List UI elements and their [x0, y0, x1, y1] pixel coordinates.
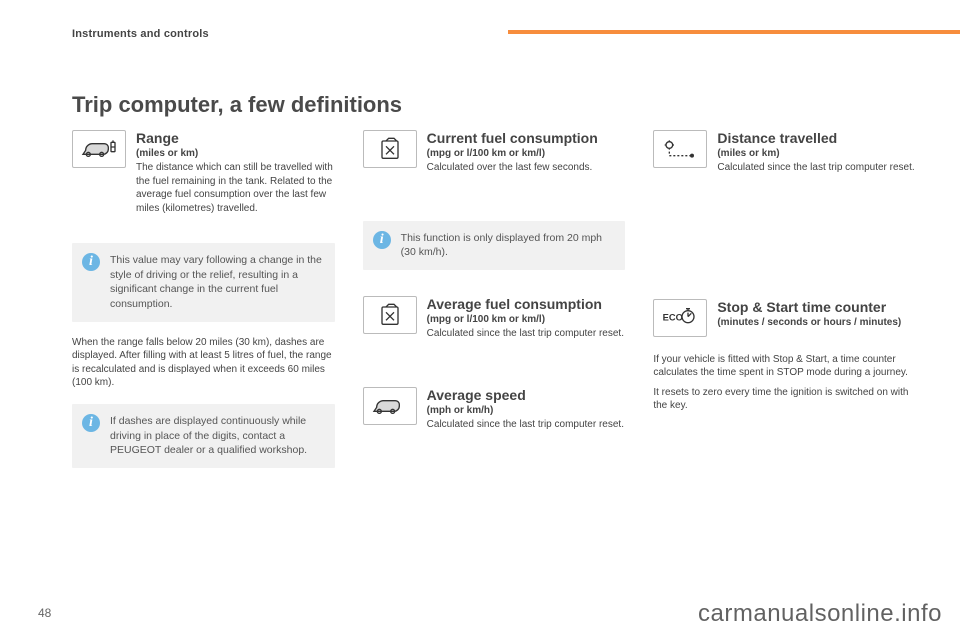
block-avg-fuel: Average fuel consumption (mpg or l/100 k…	[363, 296, 626, 341]
block-range: Range (miles or km) The distance which c…	[72, 130, 335, 215]
avg-speed-title: Average speed	[427, 387, 626, 403]
accent-bar	[508, 30, 960, 34]
current-fuel-unit: (mpg or l/100 km or km/l)	[427, 148, 626, 159]
stop-start-desc2: It resets to zero every time the ignitio…	[653, 386, 916, 413]
column-2: Current fuel consumption (mpg or l/100 k…	[363, 130, 626, 600]
column-1: Range (miles or km) The distance which c…	[72, 130, 335, 600]
block-distance: Distance travelled (miles or km) Calcula…	[653, 130, 916, 175]
avg-speed-unit: (mph or km/h)	[427, 405, 626, 416]
distance-title: Distance travelled	[717, 130, 916, 146]
info-speed-threshold-text: This function is only displayed from 20 …	[401, 231, 614, 260]
avg-speed-desc: Calculated since the last trip computer …	[427, 418, 626, 432]
page-title: Trip computer, a few definitions	[72, 92, 402, 118]
section-header: Instruments and controls	[72, 28, 209, 40]
info-icon: i	[82, 253, 100, 271]
range-title: Range	[136, 130, 335, 146]
page: Instruments and controls Trip computer, …	[0, 0, 960, 640]
range-icon	[72, 130, 126, 168]
avg-speed-icon	[363, 387, 417, 425]
distance-unit: (miles or km)	[717, 148, 916, 159]
range-body: Range (miles or km) The distance which c…	[136, 130, 335, 215]
eco-icon: ECO	[653, 299, 707, 337]
range-desc: The distance which can still be travelle…	[136, 161, 335, 215]
current-fuel-body: Current fuel consumption (mpg or l/100 k…	[427, 130, 626, 175]
range-unit: (miles or km)	[136, 148, 335, 159]
info-dashes: i If dashes are displayed continuously w…	[72, 404, 335, 468]
avg-fuel-title: Average fuel consumption	[427, 296, 626, 312]
stop-start-desc1: If your vehicle is fitted with Stop & St…	[653, 353, 916, 380]
block-avg-speed: Average speed (mph or km/h) Calculated s…	[363, 387, 626, 432]
avg-fuel-unit: (mpg or l/100 km or km/l)	[427, 314, 626, 325]
stop-start-title: Stop & Start time counter	[717, 299, 916, 315]
fuel-icon	[363, 130, 417, 168]
avg-fuel-body: Average fuel consumption (mpg or l/100 k…	[427, 296, 626, 341]
info-icon: i	[82, 414, 100, 432]
current-fuel-desc: Calculated over the last few seconds.	[427, 161, 626, 175]
page-number: 48	[38, 606, 51, 620]
avg-speed-body: Average speed (mph or km/h) Calculated s…	[427, 387, 626, 432]
info-range-variation-text: This value may vary following a change i…	[110, 253, 323, 312]
block-stop-start: ECO Stop & Start time counter (minutes /…	[653, 299, 916, 337]
block-current-fuel: Current fuel consumption (mpg or l/100 k…	[363, 130, 626, 175]
column-3: Distance travelled (miles or km) Calcula…	[653, 130, 916, 600]
svg-text:ECO: ECO	[663, 312, 683, 322]
distance-desc: Calculated since the last trip computer …	[717, 161, 916, 175]
stop-start-body: Stop & Start time counter (minutes / sec…	[717, 299, 916, 330]
stop-start-unit: (minutes / seconds or hours / minutes)	[717, 317, 916, 328]
info-dashes-text: If dashes are displayed continuously whi…	[110, 414, 323, 458]
range-low-para: When the range falls below 20 miles (30 …	[72, 336, 335, 390]
distance-icon	[653, 130, 707, 168]
content-columns: Range (miles or km) The distance which c…	[72, 130, 916, 600]
info-icon: i	[373, 231, 391, 249]
watermark: carmanualsonline.info	[698, 600, 942, 628]
distance-body: Distance travelled (miles or km) Calcula…	[717, 130, 916, 175]
avg-fuel-desc: Calculated since the last trip computer …	[427, 327, 626, 341]
info-speed-threshold: i This function is only displayed from 2…	[363, 221, 626, 270]
info-range-variation: i This value may vary following a change…	[72, 243, 335, 322]
avg-fuel-icon	[363, 296, 417, 334]
current-fuel-title: Current fuel consumption	[427, 130, 626, 146]
